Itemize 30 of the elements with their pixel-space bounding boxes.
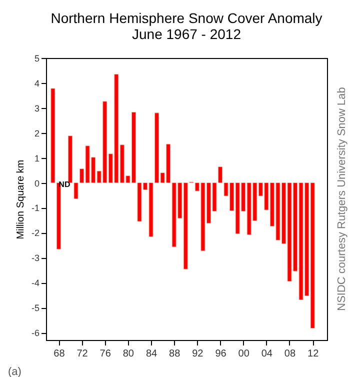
y-tick-label: -5	[31, 303, 40, 314]
x-tick-label: 04	[261, 348, 273, 360]
x-tick-label: 12	[308, 348, 320, 360]
y-axis-title: Million Square km	[16, 160, 26, 240]
x-tick-label: 72	[76, 348, 88, 360]
y-tick-label: -4	[31, 278, 40, 288]
x-tick-label: 00	[238, 348, 250, 360]
chart-title: Northern Hemisphere Snow Cover Anomaly	[50, 10, 322, 26]
text: NSIDC courtesy Rutgers University Snow Lab	[336, 87, 348, 311]
x-tick-label: 88	[169, 348, 181, 360]
y-tick-label: 0	[34, 178, 40, 188]
x-tick-label: 92	[192, 348, 204, 360]
y-tick-label: 5	[34, 54, 40, 64]
x-tick-label: 08	[284, 348, 296, 360]
y-tick-label: -6	[31, 328, 40, 338]
x-tick-label: 80	[122, 348, 134, 360]
x-tick-label: 84	[146, 348, 158, 360]
y-tick-label: 3	[34, 103, 40, 114]
chart-subtitle: June 1967 - 2012	[132, 26, 242, 42]
annotation: ND	[58, 180, 70, 189]
y-tick-label: 4	[34, 78, 40, 88]
x-tick-label: 96	[215, 348, 227, 360]
y-tick-label: -3	[31, 253, 40, 264]
y-tick-label: -2	[31, 228, 40, 238]
y-tick-label: -1	[31, 203, 40, 214]
y-tick-label: 2	[34, 128, 40, 138]
x-tick-label: 76	[100, 348, 112, 360]
text: (a)	[8, 366, 22, 377]
x-tick-label: 68	[54, 348, 66, 360]
y-tick-label: 1	[34, 153, 40, 164]
